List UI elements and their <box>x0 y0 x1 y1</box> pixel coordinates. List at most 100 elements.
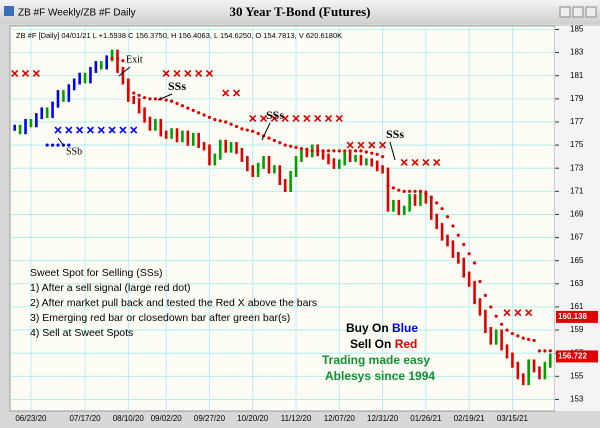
maximize-button[interactable] <box>572 6 584 18</box>
stop-dot <box>462 242 466 247</box>
stop-dot <box>516 334 520 338</box>
price-bar <box>402 205 406 216</box>
stop-x <box>205 69 214 77</box>
stop-dot <box>478 279 482 284</box>
stop-x <box>368 141 376 149</box>
stop-dot <box>283 143 287 147</box>
stop-x <box>411 158 419 166</box>
price-bar <box>213 153 217 166</box>
price-bar <box>186 130 190 146</box>
price-bar <box>181 130 184 143</box>
price-bar <box>18 124 22 135</box>
chart-title: 30 Year T-Bond (Futures) <box>230 4 371 19</box>
price-bar <box>457 251 460 264</box>
stop-x <box>324 114 333 123</box>
price-bar <box>419 190 422 206</box>
stop-dot <box>316 149 320 153</box>
stop-dot <box>348 149 352 153</box>
minimize-button[interactable] <box>559 6 571 18</box>
price-bar <box>99 61 103 70</box>
x-tick-label: 11/12/20 <box>281 414 312 423</box>
stop-dot <box>343 149 347 153</box>
stop-dot <box>224 120 228 124</box>
stop-dot <box>386 183 390 188</box>
price-bar <box>484 309 487 334</box>
stop-dot <box>445 215 450 219</box>
stop-x <box>54 126 62 134</box>
price-bar <box>246 155 249 172</box>
stop-dot <box>402 189 406 193</box>
x-tick-label: 09/27/20 <box>194 414 226 423</box>
stop-dot <box>218 119 222 123</box>
note-line: 1) After a sell signal (large red dot) <box>30 282 191 294</box>
y-tick-label: 169 <box>570 210 584 219</box>
stop-dot <box>121 59 125 63</box>
stop-dot <box>299 146 304 151</box>
price-bar <box>256 162 260 177</box>
stop-dot <box>326 149 331 153</box>
stop-dot <box>245 128 249 132</box>
stop-dot <box>500 322 504 326</box>
price-tag-label: 156.722 <box>558 352 587 361</box>
price-bar <box>321 150 325 160</box>
stop-dot <box>202 113 206 117</box>
stop-dot <box>413 189 417 193</box>
stop-dot <box>527 337 531 341</box>
stop-dot <box>191 108 195 112</box>
stop-x <box>346 141 354 149</box>
x-tick-label: 09/02/20 <box>151 414 183 423</box>
y-tick-label: 167 <box>570 233 584 242</box>
price-bar <box>137 98 141 114</box>
price-bar <box>132 95 136 105</box>
price-bar <box>413 194 417 206</box>
price-bar <box>451 240 455 258</box>
y-axis-area <box>555 26 600 411</box>
slogan-line: Trading made easy <box>322 353 430 367</box>
slogan-part: Blue <box>392 321 418 335</box>
slogan-line: Ablesys since 1994 <box>325 369 435 383</box>
price-bar <box>51 101 54 119</box>
stop-dot <box>537 349 542 353</box>
stop-dot <box>272 138 276 143</box>
stop-x <box>184 69 192 77</box>
price-bar <box>78 72 81 85</box>
stop-dot <box>440 207 444 211</box>
price-bar <box>267 155 271 174</box>
stop-dot <box>148 97 152 101</box>
x-tick-label: 07/17/20 <box>69 414 101 423</box>
stop-x <box>130 126 138 134</box>
price-bar <box>105 55 108 70</box>
stop-dot <box>429 195 433 199</box>
price-bar <box>527 359 530 386</box>
price-bar <box>392 199 395 212</box>
annotation-arrow <box>261 122 271 141</box>
stop-x <box>357 141 365 149</box>
note-line: 2) After market pull back and tested the… <box>30 297 317 309</box>
stop-dot <box>213 118 217 122</box>
stop-x <box>270 114 278 123</box>
stop-x <box>400 158 408 166</box>
stop-dot <box>289 144 293 148</box>
x-tick-label: 08/10/20 <box>113 414 145 423</box>
stop-dot <box>483 293 487 297</box>
stop-dot <box>240 127 244 131</box>
x-tick-label: 01/26/21 <box>410 414 442 423</box>
stop-dot <box>197 111 201 115</box>
price-tag <box>556 310 598 323</box>
stop-x <box>108 126 116 134</box>
stop-dot <box>451 224 455 228</box>
y-tick-label: 183 <box>570 48 584 57</box>
y-tick-label: 185 <box>570 25 584 34</box>
stop-x <box>503 309 511 317</box>
y-tick-label: 165 <box>570 256 584 265</box>
price-bar <box>159 118 163 137</box>
close-button[interactable] <box>585 6 597 18</box>
price-bar <box>365 158 368 166</box>
price-bar <box>348 151 352 162</box>
stop-dot <box>532 338 536 343</box>
price-bar <box>116 49 119 73</box>
stop-dot <box>397 188 401 192</box>
stop-dot <box>278 141 282 145</box>
stop-dot <box>332 149 336 153</box>
price-bar <box>148 116 152 131</box>
